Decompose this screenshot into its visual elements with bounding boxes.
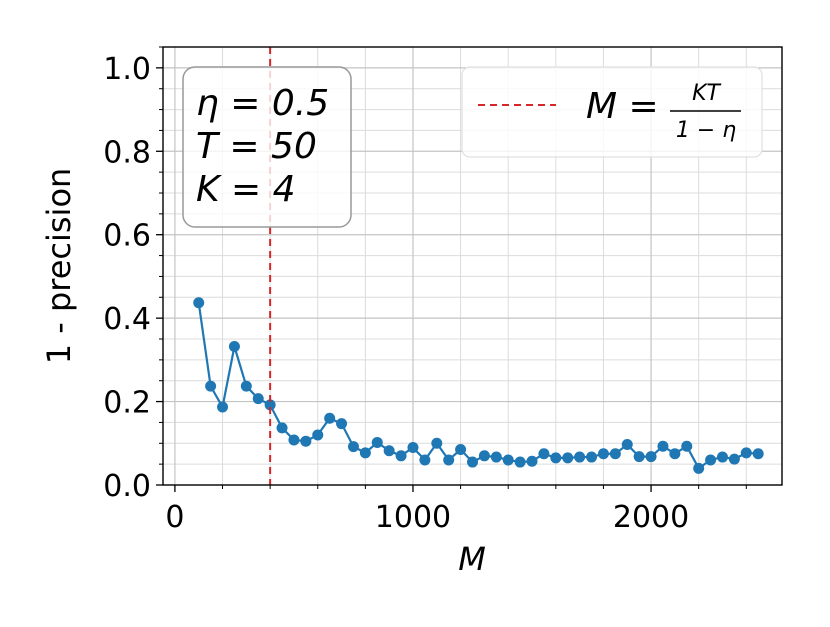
- info-box-frame: [182, 66, 352, 228]
- data-point: [740, 447, 752, 459]
- data-point: [586, 451, 598, 463]
- legend-label-numerator: KT: [692, 81, 721, 106]
- legend-label-denominator: 1 − η: [676, 118, 736, 143]
- y-tick-label: 0.2: [103, 386, 151, 421]
- data-point: [526, 455, 538, 467]
- y-tick-label: 1.0: [103, 52, 151, 87]
- data-point: [324, 412, 336, 424]
- data-point: [716, 451, 728, 463]
- data-point: [252, 393, 264, 405]
- data-point: [752, 448, 764, 460]
- data-point: [419, 454, 431, 466]
- data-point: [502, 454, 514, 466]
- data-point: [597, 448, 609, 460]
- data-point: [193, 297, 205, 309]
- data-point: [574, 451, 586, 463]
- legend: M = KT 1 − η: [461, 66, 763, 158]
- data-point: [621, 439, 633, 451]
- y-tick-label: 0.0: [103, 469, 151, 504]
- y-tick-label: 0.6: [103, 219, 151, 254]
- data-point: [205, 380, 217, 392]
- data-point: [288, 434, 300, 446]
- info-box: η = 0.5 T = 50 K = 4: [182, 66, 352, 228]
- data-point: [312, 429, 324, 441]
- data-point: [705, 454, 717, 466]
- data-point: [728, 453, 740, 465]
- data-point: [431, 437, 443, 449]
- data-point: [395, 450, 407, 462]
- data-point: [371, 436, 383, 448]
- data-point: [538, 448, 550, 460]
- x-tick-label: 1000: [375, 500, 451, 535]
- data-point: [490, 451, 502, 463]
- data-point: [633, 451, 645, 463]
- data-point: [562, 452, 574, 464]
- y-tick-label: 0.8: [103, 135, 151, 170]
- data-point: [347, 441, 359, 453]
- tick-labels: 0 1000 2000 0.0 0.2 0.4 0.6 0.8 1.0: [103, 52, 689, 535]
- data-point: [467, 456, 478, 468]
- data-point: [336, 418, 348, 430]
- data-point: [455, 444, 467, 456]
- x-axis-label: M: [458, 540, 486, 578]
- info-t: T = 50: [196, 126, 317, 167]
- data-point: [693, 462, 705, 474]
- data-point: [657, 440, 669, 452]
- data-point: [681, 440, 693, 452]
- legend-frame: [461, 66, 763, 158]
- plot-frame: [162, 46, 783, 486]
- data-point: [645, 451, 657, 463]
- data-point: [514, 456, 526, 468]
- data-point: [217, 401, 229, 413]
- x-tick-label: 2000: [613, 500, 689, 535]
- data-point: [550, 452, 562, 464]
- data-point: [228, 341, 240, 353]
- data-point: [478, 450, 490, 462]
- data-point: [443, 454, 455, 466]
- data-point: [359, 447, 371, 459]
- data-point: [264, 399, 276, 411]
- data-point: [669, 448, 681, 460]
- y-axis-label: 1 - precision: [40, 168, 78, 365]
- data-point: [276, 422, 288, 434]
- data-series: [193, 297, 764, 474]
- x-tick-label: 0: [165, 500, 184, 535]
- data-point: [609, 448, 621, 460]
- data-point: [240, 380, 252, 392]
- data-point: [300, 435, 312, 447]
- info-k: K = 4: [196, 169, 296, 210]
- data-point: [383, 445, 395, 457]
- data-point: [407, 441, 419, 453]
- info-eta: η = 0.5: [196, 83, 329, 124]
- y-tick-label: 0.4: [103, 302, 151, 337]
- legend-label-lhs: M =: [586, 86, 659, 127]
- axis-ticks: [156, 46, 747, 492]
